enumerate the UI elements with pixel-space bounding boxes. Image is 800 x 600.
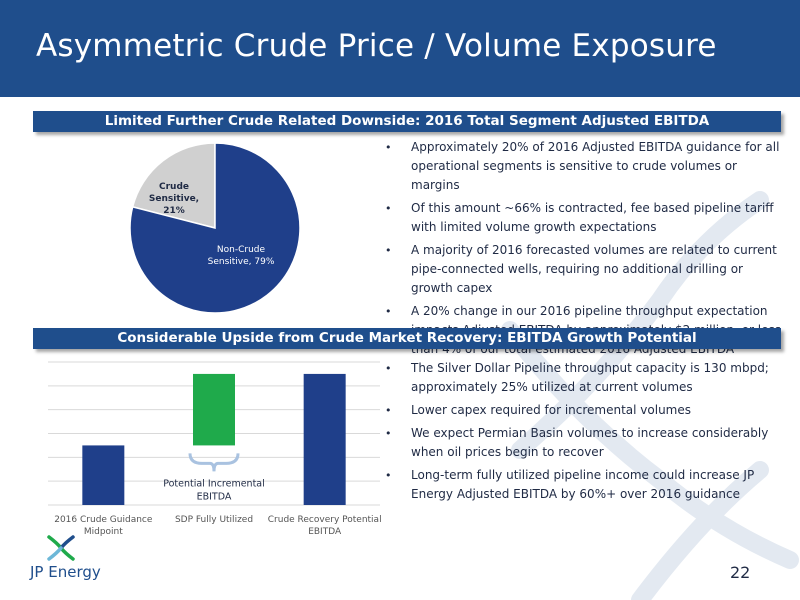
bar-1 bbox=[193, 373, 235, 446]
bar-0 bbox=[82, 445, 125, 505]
annotation-label: EBITDA bbox=[197, 491, 232, 502]
bullet-dot-icon: • bbox=[385, 362, 392, 375]
bullet-text: Of this amount ~66% is contracted, fee b… bbox=[411, 201, 774, 234]
section-banner-upside: Considerable Upside from Crude Market Re… bbox=[33, 328, 781, 349]
jp-energy-x-logo-icon bbox=[47, 535, 75, 561]
pie-label-non-crude: Non-Crude Sensitive, 79% bbox=[195, 244, 287, 268]
title-bar: Asymmetric Crude Price / Volume Exposure bbox=[0, 0, 800, 97]
bullet-text: Lower capex required for incremental vol… bbox=[411, 403, 692, 417]
logo-text: JP Energy bbox=[30, 563, 101, 581]
bullet-text: The Silver Dollar Pipeline throughput ca… bbox=[411, 361, 769, 394]
brace-annotation-icon bbox=[188, 453, 240, 472]
bullet-dot-icon: • bbox=[385, 469, 392, 482]
bullet-dot-icon: • bbox=[385, 305, 392, 318]
bullet-dot-icon: • bbox=[385, 244, 392, 257]
bullet-dot-icon: • bbox=[385, 141, 392, 154]
list-item: • Lower capex required for incremental vo… bbox=[385, 401, 785, 420]
pie-chart bbox=[125, 138, 305, 318]
section-banner-downside: Limited Further Crude Related Downside: … bbox=[33, 111, 781, 132]
pie-chart-svg bbox=[129, 142, 301, 314]
bullet-list-upside: • The Silver Dollar Pipeline throughput c… bbox=[385, 359, 785, 508]
annotation-label: Potential Incremental bbox=[163, 478, 265, 489]
bullet-dot-icon: • bbox=[385, 427, 392, 440]
list-item: • Of this amount ~66% is contracted, fee … bbox=[385, 199, 785, 237]
bullet-text: We expect Permian Basin volumes to incre… bbox=[411, 426, 769, 459]
bar-chart-svg: 2016 Crude Guidance Midpoint SDP Fully Uti… bbox=[48, 361, 382, 537]
bullet-text: A majority of 2016 forecasted volumes ar… bbox=[411, 243, 777, 295]
list-item: • A majority of 2016 forecasted volumes a… bbox=[385, 241, 785, 298]
bar-2 bbox=[303, 373, 346, 505]
x-tick-label: Midpoint bbox=[84, 527, 123, 537]
list-item: • Approximately 20% of 2016 Adjusted EBIT… bbox=[385, 138, 785, 195]
pie-label-non-crude-line2: Sensitive, 79% bbox=[207, 257, 275, 267]
list-item: • Long-term fully utilized pipeline incom… bbox=[385, 466, 785, 504]
bullet-text: Long-term fully utilized pipeline income… bbox=[411, 468, 755, 501]
slide-title: Asymmetric Crude Price / Volume Exposure bbox=[36, 28, 717, 64]
pie-slice-0 bbox=[131, 142, 216, 229]
x-tick-label: 2016 Crude Guidance bbox=[54, 515, 153, 525]
pie-label-crude-sensitive-line2: 21% bbox=[163, 206, 185, 216]
list-item: • We expect Permian Basin volumes to incr… bbox=[385, 424, 785, 462]
bullet-dot-icon: • bbox=[385, 202, 392, 215]
pie-slice-1 bbox=[129, 142, 301, 314]
pie-label-crude-sensitive: Crude Sensitive, 21% bbox=[136, 181, 212, 217]
bar-chart: 2016 Crude Guidance Midpoint SDP Fully Uti… bbox=[40, 350, 385, 550]
bullet-text: Approximately 20% of 2016 Adjusted EBITD… bbox=[411, 140, 780, 192]
pie-label-non-crude-line1: Non-Crude bbox=[216, 245, 266, 255]
x-tick-label: SDP Fully Utilized bbox=[175, 515, 253, 525]
list-item: • The Silver Dollar Pipeline throughput c… bbox=[385, 359, 785, 397]
page-number: 22 bbox=[730, 563, 751, 582]
x-tick-label: EBITDA bbox=[308, 527, 342, 537]
pie-label-crude-sensitive-line1: Crude Sensitive, bbox=[148, 182, 200, 204]
x-tick-label: Crude Recovery Potential bbox=[268, 515, 382, 525]
bullet-dot-icon: • bbox=[385, 404, 392, 417]
